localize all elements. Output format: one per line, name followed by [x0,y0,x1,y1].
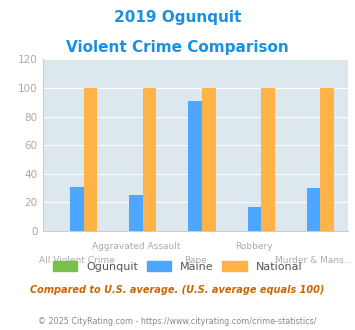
Bar [189,101,202,231]
Bar [307,188,321,231]
Text: All Violent Crime: All Violent Crime [39,256,115,265]
Bar [202,88,216,231]
Bar [129,195,143,231]
Text: 2019 Ogunquit: 2019 Ogunquit [114,10,241,25]
Text: Aggravated Assault: Aggravated Assault [92,242,180,251]
Bar [321,88,334,231]
Legend: Ogunquit, Maine, National: Ogunquit, Maine, National [48,256,307,276]
Bar [70,187,84,231]
Text: © 2025 CityRating.com - https://www.cityrating.com/crime-statistics/: © 2025 CityRating.com - https://www.city… [38,317,317,326]
Text: Violent Crime Comparison: Violent Crime Comparison [66,40,289,54]
Text: Murder & Mans...: Murder & Mans... [275,256,352,265]
Text: Compared to U.S. average. (U.S. average equals 100): Compared to U.S. average. (U.S. average … [30,285,325,295]
Text: Robbery: Robbery [236,242,273,251]
Bar [261,88,275,231]
Bar [84,88,97,231]
Bar [143,88,157,231]
Bar [248,207,261,231]
Text: Rape: Rape [184,256,207,265]
